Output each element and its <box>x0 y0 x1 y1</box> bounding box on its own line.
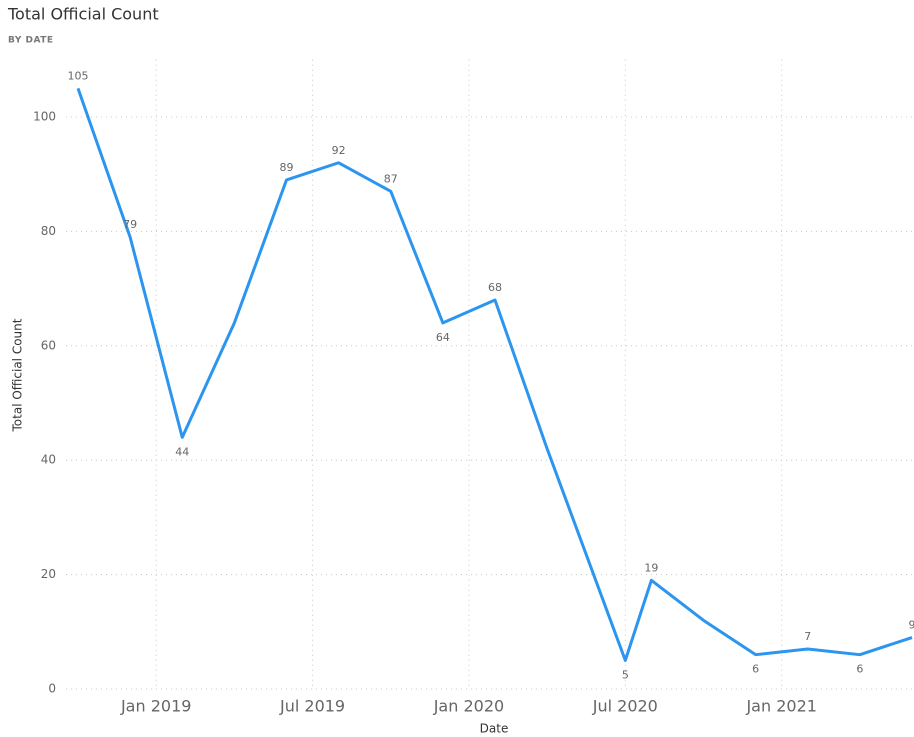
data-label: 6 <box>752 663 759 676</box>
x-axis-title: Date <box>480 722 509 736</box>
y-tick-label: 100 <box>33 110 56 124</box>
y-tick-label: 80 <box>41 224 56 238</box>
data-label: 44 <box>175 445 189 458</box>
y-tick-label: 40 <box>41 453 56 467</box>
data-label: 9 <box>909 619 914 632</box>
chart-title: Total Official Count <box>7 5 159 24</box>
x-tick-label: Jan 2021 <box>745 697 816 716</box>
x-tick-label: Jan 2019 <box>120 697 191 716</box>
y-tick-label: 60 <box>41 338 56 352</box>
y-tick-label: 20 <box>41 567 56 581</box>
line-series <box>76 87 913 662</box>
data-label: 68 <box>488 281 502 294</box>
y-axis-title: Total Official Count <box>11 318 25 432</box>
data-label: 5 <box>622 668 629 681</box>
chart-subtitle: BY DATE <box>8 36 54 46</box>
data-label: 19 <box>644 561 658 574</box>
data-label: 7 <box>804 630 811 643</box>
x-tick-label: Jul 2019 <box>279 697 345 716</box>
data-label: 105 <box>68 69 89 82</box>
data-label: 92 <box>332 144 346 157</box>
data-label: 79 <box>123 218 137 231</box>
data-label: 6 <box>856 663 863 676</box>
x-tick-label: Jan 2020 <box>433 697 504 716</box>
y-tick-label: 0 <box>48 682 56 696</box>
data-label: 89 <box>280 161 294 174</box>
data-label: 87 <box>384 172 398 185</box>
x-tick-label: Jul 2020 <box>592 697 658 716</box>
data-label: 64 <box>436 331 450 344</box>
